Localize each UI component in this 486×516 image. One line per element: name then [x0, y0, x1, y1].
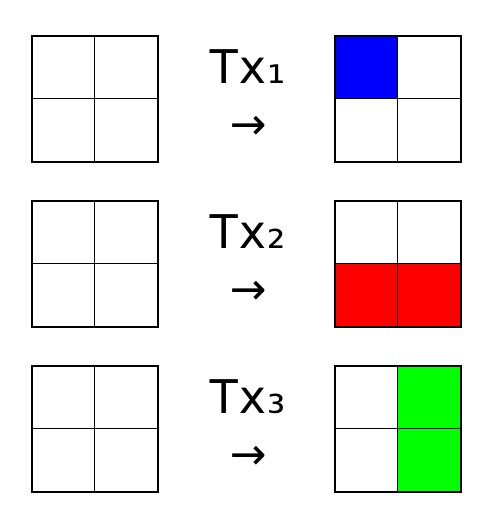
grid-cell	[398, 264, 460, 326]
grid-cell	[33, 37, 95, 99]
transform-row-1: Tx₁ →	[0, 35, 486, 163]
input-grid	[31, 365, 159, 493]
transform-label: Tx₁	[209, 40, 287, 94]
grid-cell	[398, 202, 460, 264]
grid-cell	[336, 37, 398, 99]
transform-row-3: Tx₃ →	[0, 365, 486, 493]
grid-cell	[336, 202, 398, 264]
grid-cell	[398, 99, 460, 161]
grid-cell	[33, 367, 95, 429]
input-grid	[31, 200, 159, 328]
output-grid	[334, 365, 462, 493]
grid-cell	[398, 367, 460, 429]
grid-cell	[95, 367, 157, 429]
grid-cell	[33, 99, 95, 161]
input-grid	[31, 35, 159, 163]
grid-cell	[33, 264, 95, 326]
grid-cell	[336, 367, 398, 429]
right-arrow-icon: →	[229, 264, 267, 315]
grid-cell	[398, 429, 460, 491]
grid-cell	[95, 264, 157, 326]
grid-cell	[33, 202, 95, 264]
grid-cell	[95, 202, 157, 264]
output-grid	[334, 200, 462, 328]
transform-label: Tx₃	[209, 370, 287, 424]
output-grid	[334, 35, 462, 163]
right-arrow-icon: →	[229, 429, 267, 480]
transform-label: Tx₂	[209, 205, 287, 259]
grid-cell	[336, 99, 398, 161]
grid-cell	[398, 37, 460, 99]
grid-cell	[95, 99, 157, 161]
grid-cell	[336, 429, 398, 491]
transform-row-2: Tx₂ →	[0, 200, 486, 328]
right-arrow-icon: →	[229, 99, 267, 150]
grid-cell	[336, 264, 398, 326]
grid-cell	[95, 37, 157, 99]
grid-cell	[95, 429, 157, 491]
grid-cell	[33, 429, 95, 491]
